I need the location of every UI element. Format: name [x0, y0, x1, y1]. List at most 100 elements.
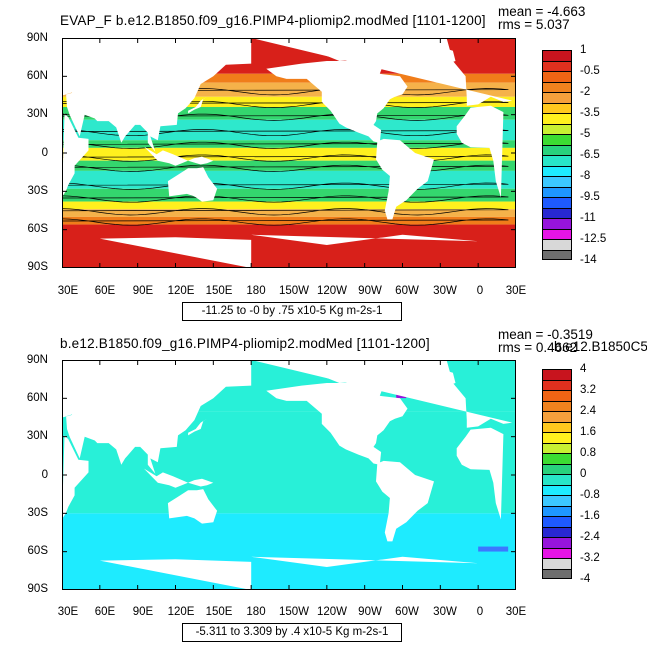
lon-label: 30E	[57, 285, 79, 297]
lon-label: 30E	[57, 606, 79, 618]
lon-label: 90W	[358, 606, 382, 618]
lat-label: 30S	[27, 507, 48, 519]
lon-label: 180	[246, 285, 266, 297]
colorbar-swatch	[542, 474, 572, 485]
colorbar-tick-label: -6.5	[580, 149, 600, 161]
colorbar-swatch	[542, 547, 572, 558]
land-japan	[188, 96, 207, 114]
colorbar-swatch	[542, 495, 572, 506]
colorbar-tick-label: -3.5	[580, 107, 600, 119]
lon-label: 120W	[316, 285, 348, 297]
land-antarctica	[99, 234, 479, 268]
colorbar-tick-label: -0.8	[580, 489, 600, 501]
lon-label: 60E	[94, 606, 116, 618]
colorbar-swatch	[542, 379, 572, 390]
colorbar-swatch	[542, 218, 572, 229]
contour-range-label: -5.311 to 3.309 by .4 x10-5 Kg m-2s-1	[182, 623, 402, 642]
colorbar-tick-label: -5	[580, 128, 591, 140]
colorbar-swatch	[542, 113, 572, 124]
colorbar-swatch	[542, 400, 572, 411]
land-australia	[167, 167, 218, 202]
lon-label: 150W	[278, 606, 310, 618]
colorbar-tick-label: -0.5	[580, 65, 600, 77]
colorbar-tick-label: -2	[580, 86, 591, 98]
colorbar-swatch	[542, 144, 572, 155]
colorbar-tick-label: 4	[580, 363, 587, 375]
land-europe	[62, 360, 513, 428]
colorbar-swatch	[542, 102, 572, 113]
colorbar-swatch	[542, 50, 572, 61]
lat-label: 30S	[27, 185, 48, 197]
colorbar-swatch	[542, 537, 572, 548]
colorbar-swatch	[542, 228, 572, 239]
colorbar-swatch	[542, 197, 572, 208]
lat-label: 0	[41, 147, 48, 159]
colorbar-swatch	[542, 421, 572, 432]
colorbar-swatch	[542, 239, 572, 250]
colorbar-swatch	[542, 155, 572, 166]
colorbar-tick-label: -9.5	[580, 191, 600, 203]
map-plot	[62, 38, 516, 268]
land-arctic-islands	[326, 48, 403, 61]
stats-mean: mean = -0.3519	[498, 327, 593, 342]
lon-label: 60W	[395, 606, 419, 618]
contour-range-label: -11.25 to -0 by .75 x10-5 Kg m-2s-1	[182, 302, 402, 321]
colorbar-tick-label: -2.4	[580, 531, 600, 543]
colorbar-swatch	[542, 505, 572, 516]
colorbar	[542, 50, 572, 260]
contour-line	[62, 164, 509, 172]
colorbar-tick-label: -4	[580, 573, 591, 585]
land-indonesia	[144, 146, 214, 166]
land-north-america	[266, 383, 408, 465]
colorbar-swatch	[542, 432, 572, 443]
contour-line	[62, 218, 509, 226]
map-panel-evap: EVAP_F b.e12.B1850.f09_g16.PIMP4-pliomip…	[0, 0, 647, 323]
colorbar-swatch	[542, 81, 572, 92]
colorbar-swatch	[542, 453, 572, 464]
contour-line	[62, 208, 509, 216]
colorbar	[542, 369, 572, 579]
field-anomaly	[478, 546, 509, 552]
panel-title: b.e12.B1850.f09_g16.PIMP4-pliomip2.modMe…	[60, 336, 430, 351]
lon-label: 120E	[167, 285, 195, 297]
lat-label: 30N	[26, 108, 48, 120]
contour-line	[62, 195, 509, 203]
range-text: -5.311 to 3.309 by .4 x10-5 Kg m-2s-1	[195, 626, 389, 638]
colorbar-swatch	[542, 60, 572, 71]
colorbar-tick-label: -1.6	[580, 510, 600, 522]
map-field	[62, 360, 516, 590]
field-band	[62, 201, 516, 210]
range-text: -11.25 to -0 by .75 x10-5 Kg m-2s-1	[201, 305, 383, 317]
land-indonesia	[144, 468, 214, 488]
colorbar-tick-label: 1	[580, 44, 587, 56]
lon-label: 90E	[132, 285, 154, 297]
lat-label: 60N	[26, 392, 48, 404]
colorbar-swatch	[542, 134, 572, 145]
lat-label: 90S	[27, 583, 48, 595]
colorbar-swatch	[542, 442, 572, 453]
lon-label: 0	[476, 606, 484, 618]
colorbar-swatch	[542, 71, 572, 82]
colorbar-swatch	[542, 516, 572, 527]
field-band	[62, 170, 516, 189]
colorbar-swatch	[542, 369, 572, 380]
land-japan	[188, 418, 207, 436]
land-south-america	[376, 138, 434, 220]
lat-label: 30N	[26, 430, 48, 442]
lat-label: 60S	[27, 223, 48, 235]
lon-label: 150E	[205, 285, 233, 297]
map-field	[62, 38, 516, 268]
colorbar-tick-label: 0	[580, 468, 587, 480]
colorbar-swatch	[542, 558, 572, 569]
field-band	[62, 96, 516, 107]
land-north-america	[266, 61, 408, 143]
lon-label: 120W	[316, 606, 348, 618]
lat-label: 0	[41, 469, 48, 481]
field-band	[62, 513, 516, 590]
stats-rms: rms = 5.037	[498, 17, 570, 32]
contour-line	[62, 154, 509, 162]
lon-label: 30E	[505, 285, 527, 297]
colorbar-tick-label: -14	[580, 254, 597, 266]
colorbar-swatch	[542, 165, 572, 176]
colorbar-swatch	[542, 484, 572, 495]
